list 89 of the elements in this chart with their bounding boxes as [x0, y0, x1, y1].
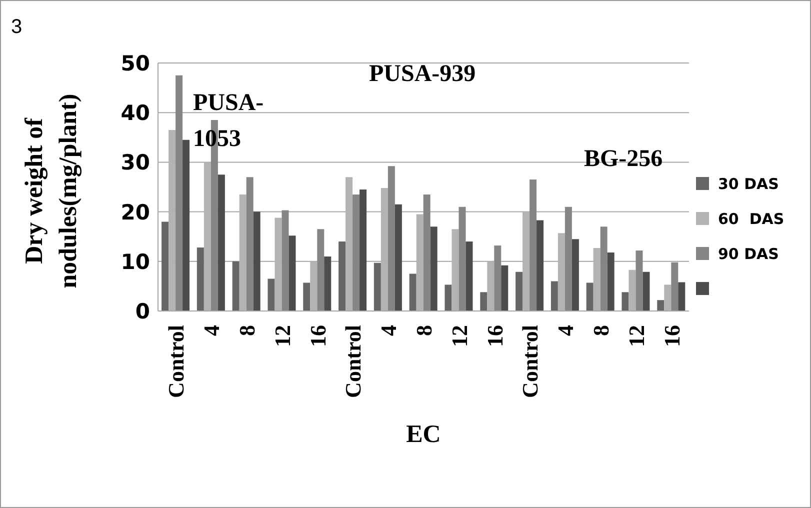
- bar: [671, 262, 678, 311]
- bar: [282, 210, 289, 311]
- bar: [536, 220, 544, 311]
- y-tick-label: 10: [120, 250, 150, 274]
- bar: [303, 282, 310, 311]
- bar: [360, 189, 367, 311]
- bar: [564, 206, 572, 311]
- bar: [466, 242, 473, 311]
- text: 3: [11, 15, 24, 40]
- bar: [480, 292, 488, 311]
- x-tick-label: 4: [376, 325, 402, 336]
- bar: [168, 130, 176, 311]
- bar: [458, 206, 466, 311]
- annotation: BG-256: [584, 145, 664, 174]
- bar: [352, 194, 360, 311]
- x-tick-label: 16: [305, 325, 330, 347]
- bar: [162, 222, 169, 311]
- bar: [636, 250, 643, 311]
- bar: [409, 274, 416, 311]
- bar: [678, 282, 686, 311]
- bar: [628, 270, 636, 311]
- x-tick-label: 12: [624, 325, 649, 347]
- bar: [268, 278, 275, 311]
- bar: [310, 261, 318, 311]
- bar: [516, 272, 523, 311]
- bar: [550, 281, 558, 311]
- bar: [522, 212, 530, 311]
- x-tick-label: 8: [412, 325, 436, 336]
- bar: [487, 261, 494, 311]
- x-tick-label: Control: [518, 325, 543, 398]
- bar: [324, 256, 332, 311]
- x-tick-label: 16: [482, 325, 508, 347]
- bar: [593, 248, 600, 311]
- bar: [657, 300, 664, 311]
- bar: [600, 226, 608, 311]
- bar: [430, 226, 438, 311]
- x-tick-label: Control: [340, 325, 366, 398]
- bar: [572, 239, 579, 311]
- bar: [394, 204, 402, 311]
- legend-label: 30 DAS: [718, 174, 779, 192]
- y-tick-label: 0: [135, 299, 150, 324]
- x-tick-label: 12: [270, 325, 295, 347]
- x-tick-label: 8: [588, 325, 614, 336]
- y-tick-label: 30: [120, 150, 150, 175]
- bar: [374, 262, 381, 311]
- bar: [338, 242, 346, 311]
- bar: [501, 265, 508, 311]
- bar: [423, 194, 430, 311]
- bar: [586, 282, 594, 311]
- bar: [452, 229, 459, 311]
- y-tick-label: 40: [120, 101, 150, 126]
- bar: [416, 214, 424, 311]
- bar: [664, 284, 672, 311]
- x-tick-label: 8: [234, 325, 260, 336]
- bar: [388, 166, 395, 311]
- bar: [176, 75, 183, 311]
- bar: [246, 177, 254, 311]
- bar: [444, 284, 452, 311]
- x-tick-label: 4: [553, 325, 578, 336]
- y-axis-title: Dry weight of nodules(mg/plant): [20, 92, 83, 290]
- bar: [346, 177, 353, 311]
- y-tick-label: 50: [120, 51, 150, 76]
- legend-label: 90 DAS: [718, 244, 779, 262]
- bar: [218, 174, 225, 311]
- x-tick-label: 12: [446, 325, 472, 347]
- bar: [380, 188, 388, 311]
- bar: [642, 272, 650, 311]
- bar: [530, 180, 537, 311]
- annotation: PUSA-1053: [193, 89, 265, 154]
- bar: [622, 292, 629, 311]
- bar: [196, 248, 204, 311]
- bar: [232, 261, 240, 311]
- bar: [558, 233, 565, 311]
- bar: [288, 236, 296, 311]
- x-axis-title: EC: [405, 421, 442, 449]
- y-tick-label: 20: [120, 200, 150, 224]
- bar: [494, 246, 502, 311]
- bar: [253, 212, 260, 311]
- bar: [317, 229, 324, 311]
- annotation: PUSA-939: [369, 60, 477, 89]
- legend-label: 60 DAS: [718, 210, 784, 228]
- x-tick-label: 16: [659, 325, 684, 347]
- x-tick-label: 4: [199, 325, 224, 336]
- bar: [182, 140, 190, 311]
- bar: [607, 252, 614, 311]
- bar: [204, 162, 211, 311]
- bar: [239, 194, 246, 311]
- bar: [274, 218, 282, 311]
- x-tick-label: Control: [164, 325, 189, 398]
